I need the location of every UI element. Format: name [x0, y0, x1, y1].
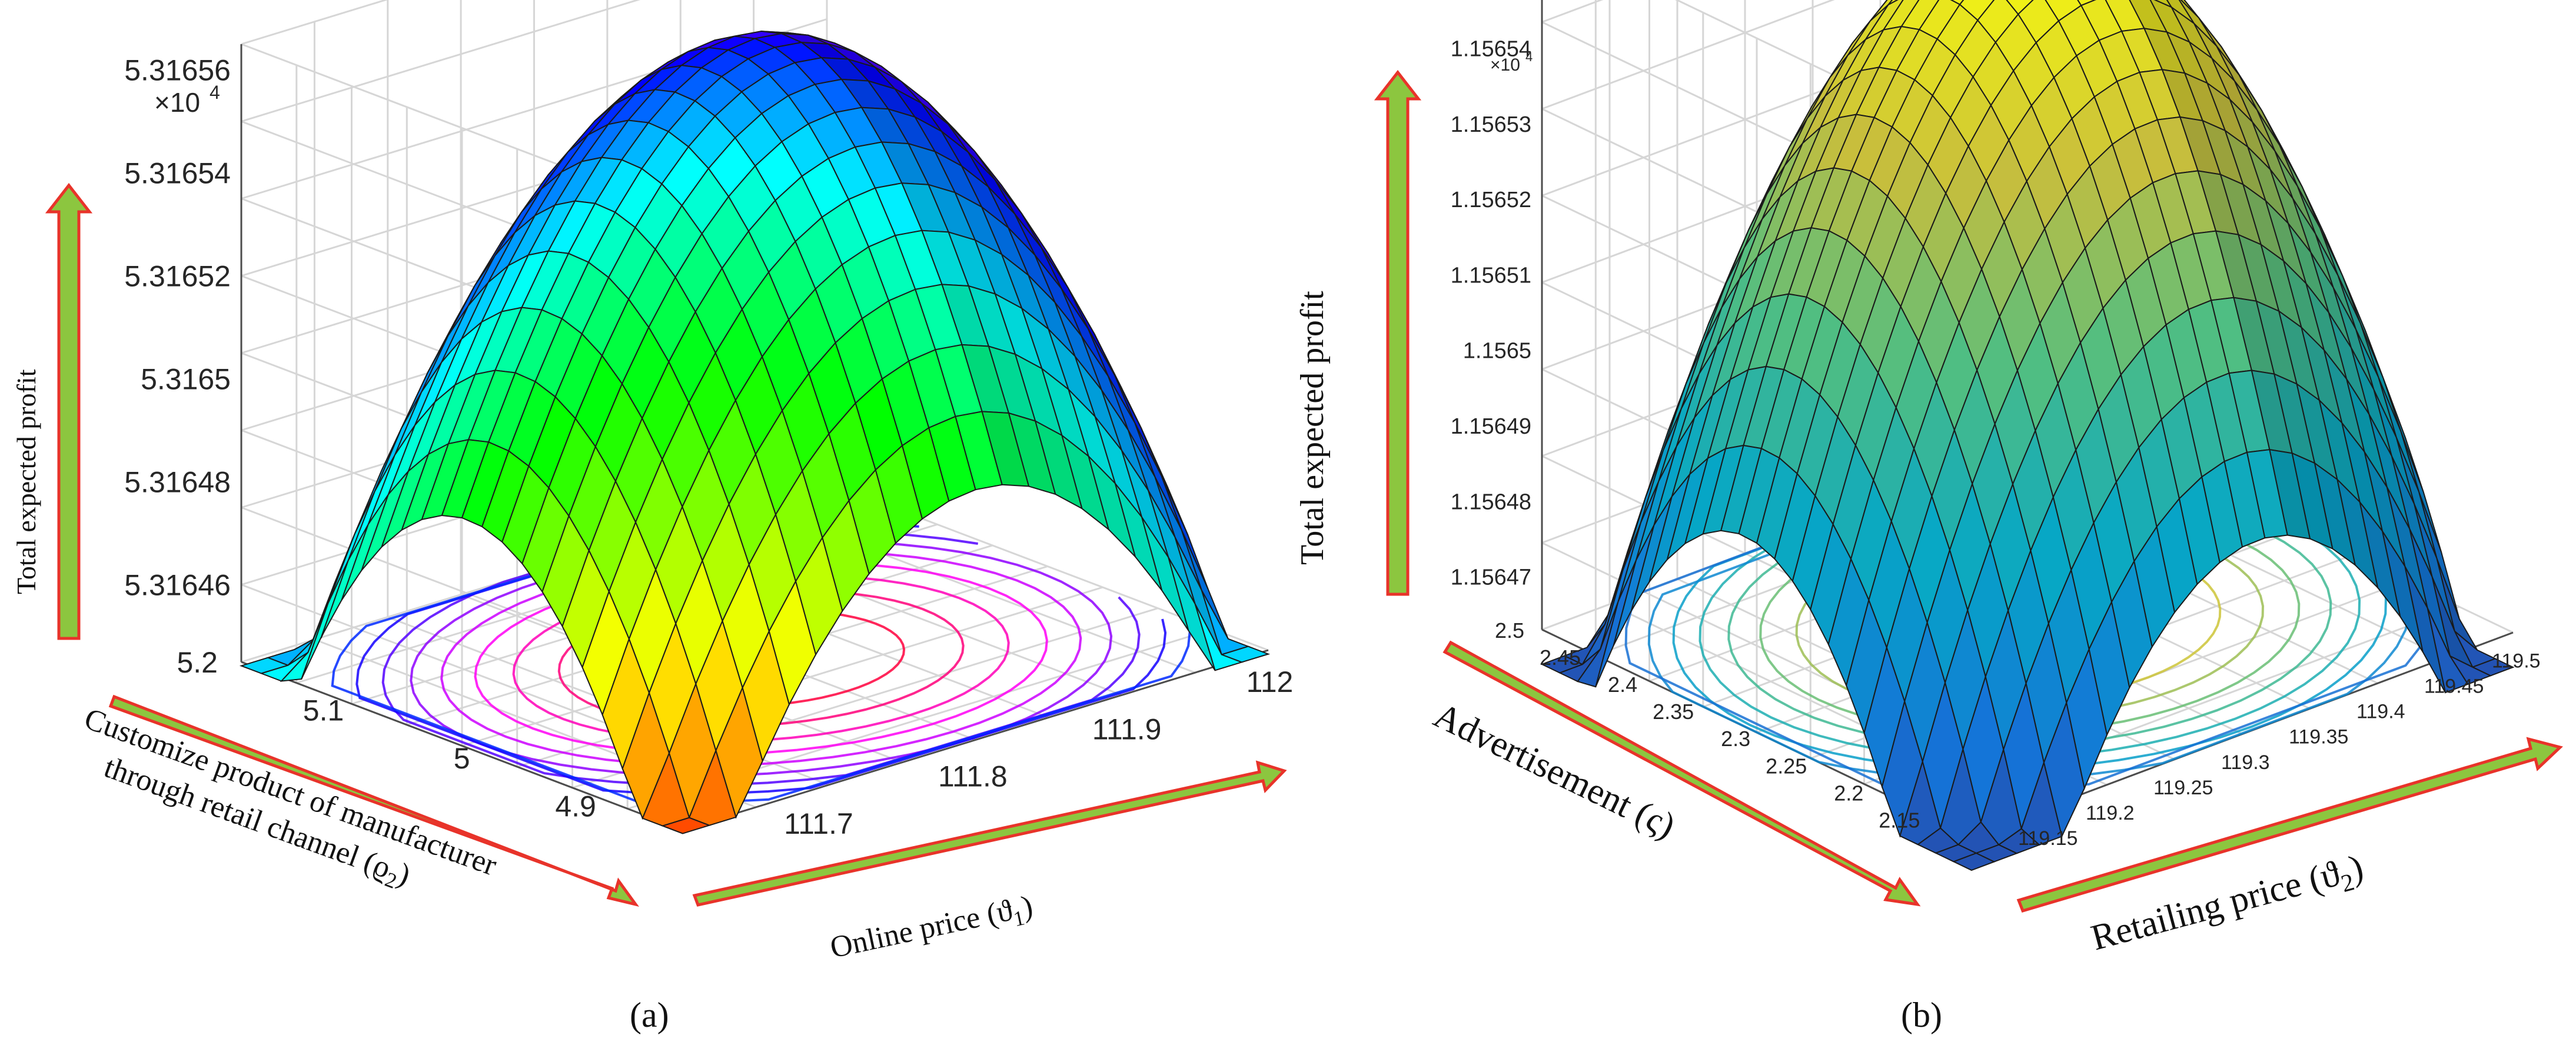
z-arrow-b — [1374, 69, 1422, 596]
z-tick-label: 1.15653 — [1451, 112, 1531, 137]
exponent-power-a: 4 — [210, 82, 220, 103]
z-tick-label: 5.31656 — [124, 54, 231, 86]
panel-a: 5.31646 5.31648 5.3165 5.31652 5.31654 5.3165… — [124, 0, 1293, 840]
panel-b: 1.15647 1.15648 1.15649 1.1565 1.15651 1.1565… — [1451, 0, 2541, 871]
z-tick-label: 1.15651 — [1451, 263, 1531, 288]
z-tick-label: 1.15648 — [1451, 490, 1531, 514]
y-tick-label: 2.5 — [1495, 618, 1524, 643]
x-tick-label: 111.7 — [784, 807, 853, 840]
exponent-label-a: ×10 — [154, 87, 200, 118]
y-arrow-b — [1442, 640, 1921, 907]
x-tick-label: 119.3 — [2221, 751, 2270, 774]
y-tick-label: 5 — [454, 742, 470, 775]
x-tick-label: 119.15 — [2018, 827, 2078, 850]
y-tick-label: 4.9 — [555, 790, 596, 823]
y-tick-label: 2.35 — [1653, 700, 1694, 724]
x-tick-label: 111.8 — [938, 760, 1008, 793]
exponent-b: ×10 4 — [1490, 49, 1533, 75]
xlabel-b: Retailing price (ϑ2) — [2087, 847, 2369, 964]
z-tick-label: 5.31646 — [124, 568, 231, 601]
x-arrow-a — [692, 760, 1287, 907]
y-tick-label: 2.2 — [1834, 781, 1863, 805]
z-tick-label: 5.31648 — [124, 465, 231, 498]
zlabel-b: Total expected profit — [1294, 291, 1331, 565]
caption-a: (a) — [630, 996, 669, 1034]
x-tick-label: 119.5 — [2492, 650, 2541, 672]
z-tick-label: 1.15649 — [1451, 414, 1531, 439]
exponent-a: ×10 4 — [154, 82, 220, 118]
x-tick-label: 112 — [1247, 665, 1294, 698]
exponent-label-b: ×10 — [1490, 55, 1520, 75]
y-tick-label: 2.45 — [1540, 645, 1581, 670]
z-tick-label: 5.3165 — [141, 362, 231, 395]
y-arrow-a — [108, 694, 639, 907]
x-tick-label: 119.2 — [2086, 802, 2135, 824]
z-tick-label: 1.1565 — [1463, 339, 1531, 364]
x-tick-label: 119.45 — [2424, 675, 2484, 697]
z-tick-label: 5.31654 — [124, 157, 231, 189]
y-tick-label: 2.3 — [1721, 727, 1750, 751]
exponent-power-b: 4 — [1525, 49, 1533, 64]
x-tick-label: 119.25 — [2153, 777, 2213, 799]
surface-patch — [2006, 0, 2034, 15]
x-tick-label: 111.9 — [1092, 713, 1162, 746]
y-tick-label: 2.4 — [1608, 673, 1637, 697]
x-tick-label: 119.35 — [2289, 726, 2348, 748]
y-tick-label: 5.2 — [177, 646, 218, 679]
y-tick-label: 5.1 — [303, 694, 344, 727]
y-tick-label: 2.15 — [1879, 808, 1920, 832]
surface-0 — [239, 31, 1271, 834]
caption-b: (b) — [1901, 996, 1942, 1034]
xlabel-a: Online price (ϑ1) — [827, 889, 1037, 969]
surface-1 — [1540, 0, 2515, 871]
zlabel-a: Total expected profit — [11, 369, 41, 594]
ylabel-b: Advertisement (ς) — [1428, 695, 1681, 846]
z-arrow-a — [45, 182, 93, 640]
ticks-1: 1.15647 1.15648 1.15649 1.1565 1.15651 1.1565… — [1451, 37, 2541, 850]
x-tick-label: 119.4 — [2356, 701, 2405, 723]
surface-patch — [660, 817, 712, 834]
y-tick-label: 2.25 — [1766, 754, 1807, 778]
arrows — [45, 69, 2563, 913]
surface-patch — [1952, 852, 1996, 871]
x-arrow-b — [2016, 737, 2563, 913]
z-tick-label: 1.15654 — [1451, 37, 1531, 62]
z-tick-label: 1.15647 — [1451, 565, 1531, 590]
z-tick-label: 5.31652 — [124, 259, 231, 292]
ticks-0: 5.31646 5.31648 5.3165 5.31652 5.31654 5.3165… — [124, 54, 1293, 840]
surface-patch — [301, 560, 349, 680]
z-tick-label: 1.15652 — [1451, 188, 1531, 212]
